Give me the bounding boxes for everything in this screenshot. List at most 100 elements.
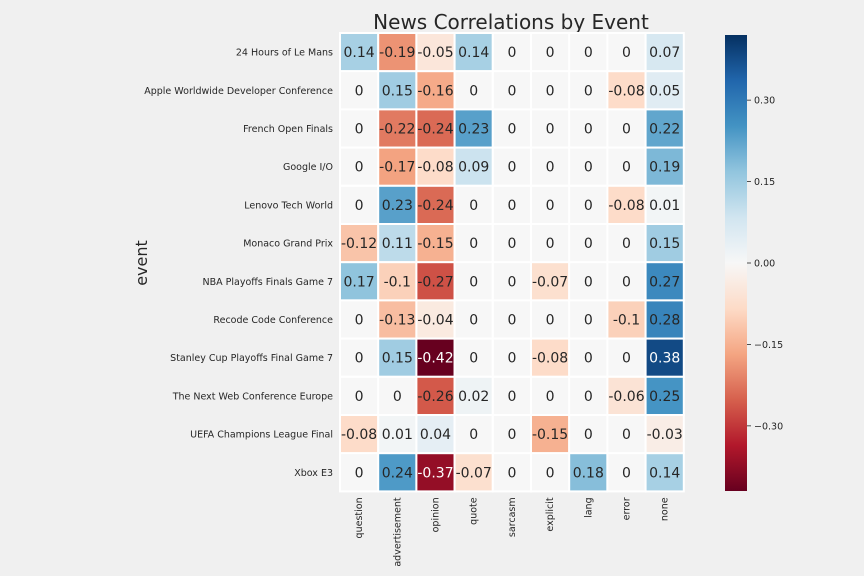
heatmap-cell <box>453 146 494 187</box>
cell-value-label: 0 <box>393 389 402 405</box>
cell-value-label: -0.07 <box>456 465 492 481</box>
heatmap-cell <box>644 108 685 149</box>
cell-value-label: 0 <box>507 198 516 214</box>
cell-value-label: -0.16 <box>417 83 453 99</box>
heatmap-cell <box>644 146 685 187</box>
cell-value-label: 0 <box>507 313 516 329</box>
colorbar <box>725 35 747 491</box>
cell-value-label: 0 <box>507 236 516 252</box>
row-label: Lenovo Tech World <box>244 200 333 211</box>
cell-value-label: 0 <box>622 465 631 481</box>
cell-value-label: 0 <box>355 313 364 329</box>
heatmap-cell <box>644 223 685 264</box>
cell-value-label: 0.01 <box>382 427 413 443</box>
column-label: quote <box>469 497 480 525</box>
cell-value-label: 0 <box>507 45 516 61</box>
row-label: Apple Worldwide Developer Conference <box>144 86 333 97</box>
heatmap-cell <box>606 70 647 111</box>
cell-value-label: 0.04 <box>420 427 451 443</box>
row-label: Xbox E3 <box>294 468 333 479</box>
heatmap-cell <box>339 414 380 455</box>
cell-value-label: -0.04 <box>417 313 453 329</box>
cell-value-label: 0 <box>355 83 364 99</box>
cell-value-label: -0.07 <box>532 274 568 290</box>
row-label: UEFA Champions League Final <box>190 430 333 441</box>
cell-value-label: -0.24 <box>417 122 453 138</box>
cell-value-label: -0.12 <box>341 236 377 252</box>
cell-value-label: 0 <box>584 83 593 99</box>
cell-value-label: -0.17 <box>379 160 415 176</box>
cell-value-label: 0 <box>507 274 516 290</box>
column-label: explicit <box>545 497 556 531</box>
cell-value-label: -0.08 <box>417 160 453 176</box>
cell-value-label: -0.08 <box>341 427 377 443</box>
cell-value-label: 0 <box>469 313 478 329</box>
row-label: 24 Hours of Le Mans <box>236 48 333 59</box>
colorbar-tick-label: 0.15 <box>754 177 775 188</box>
heatmap-cell <box>377 337 418 378</box>
heatmap-cell <box>606 452 647 493</box>
cell-value-label: 0 <box>622 274 631 290</box>
heatmap-cell <box>530 337 571 378</box>
cell-value-label: 0 <box>355 122 364 138</box>
cell-value-label: 0.18 <box>573 465 604 481</box>
cell-value-label: 0.15 <box>382 351 413 367</box>
row-label: NBA Playoffs Finals Game 7 <box>203 277 334 288</box>
row-label: Stanley Cup Playoffs Final Game 7 <box>170 353 333 364</box>
cell-value-label: 0.07 <box>649 45 680 61</box>
cell-value-label: 0 <box>546 465 555 481</box>
cell-value-label: 0.11 <box>382 236 413 252</box>
heatmap-cell <box>453 299 494 340</box>
column-label: none <box>660 497 671 521</box>
cell-value-label: 0 <box>622 45 631 61</box>
cell-value-label: 0.05 <box>649 83 680 99</box>
cell-value-label: 0 <box>546 45 555 61</box>
heatmap-cell <box>530 414 571 455</box>
heatmap-cell <box>415 299 456 340</box>
heatmap-cell <box>606 375 647 416</box>
cell-value-label: 0 <box>584 198 593 214</box>
cell-value-label: 0 <box>584 274 593 290</box>
heatmap-cell <box>644 375 685 416</box>
colorbar-tick-label: −0.15 <box>754 340 783 351</box>
cell-value-label: 0 <box>507 427 516 443</box>
cell-value-label: -0.15 <box>532 427 568 443</box>
cell-value-label: 0 <box>355 198 364 214</box>
colorbar-tick-label: 0.30 <box>754 96 775 107</box>
cell-value-label: 0.23 <box>382 198 413 214</box>
cell-value-label: 0 <box>622 351 631 367</box>
cell-value-label: 0 <box>507 122 516 138</box>
cell-value-label: 0 <box>584 313 593 329</box>
cell-value-label: -0.22 <box>379 122 415 138</box>
cell-value-label: -0.05 <box>417 45 453 61</box>
cell-value-label: 0.23 <box>458 122 489 138</box>
column-label: opinion <box>431 497 442 532</box>
column-label: sarcasm <box>507 497 518 537</box>
column-labels: question advertisement opinion quote sarcasm… <box>354 497 671 567</box>
cell-value-label: 0 <box>355 160 364 176</box>
cell-value-label: 0 <box>584 427 593 443</box>
heatmap-cell <box>491 337 532 378</box>
cell-value-label: 0 <box>584 236 593 252</box>
cell-value-label: 0.22 <box>649 122 680 138</box>
cell-value-label: -0.03 <box>647 427 683 443</box>
row-label: Google I/O <box>283 162 333 173</box>
cell-value-label: 0 <box>546 83 555 99</box>
heatmap-cell <box>339 375 380 416</box>
cell-value-label: -0.42 <box>417 351 453 367</box>
heatmap-cell <box>606 32 647 73</box>
cell-value-label: -0.1 <box>613 313 640 329</box>
colorbar-ticks: 0.30 0.15 0.00 −0.15 −0.30 <box>747 96 783 432</box>
heatmap-cell <box>491 223 532 264</box>
cell-value-label: 0 <box>546 389 555 405</box>
heatmap-cell <box>568 375 609 416</box>
cell-value-label: 0.27 <box>649 274 680 290</box>
cell-value-label: 0 <box>507 465 516 481</box>
cell-value-label: 0 <box>546 122 555 138</box>
heatmap-cell <box>530 452 571 493</box>
heatmap-cell <box>491 108 532 149</box>
cell-value-label: 0.25 <box>649 389 680 405</box>
heatmap-cell <box>491 452 532 493</box>
heatmap-cell <box>644 414 685 455</box>
row-label: French Open Finals <box>243 124 333 135</box>
